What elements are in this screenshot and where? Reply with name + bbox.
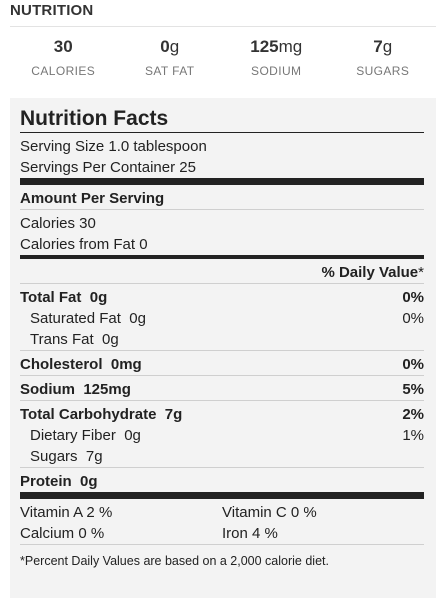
nutrient-pct: 0% — [402, 289, 424, 306]
divider — [20, 209, 424, 210]
nutrient-pct: 0% — [402, 310, 424, 327]
thick-divider — [20, 492, 424, 499]
footnote: *Percent Daily Values are based on a 2,0… — [20, 554, 329, 568]
nutrient-amount: 0g — [101, 331, 119, 348]
row-total-carbohydrate: Total Carbohydrate 7g 2% — [20, 401, 424, 425]
divider — [20, 350, 424, 351]
amount-per-serving: Amount Per Serving — [20, 190, 165, 207]
stat-label: SUGARS — [356, 64, 410, 78]
divider — [20, 544, 424, 545]
row-protein: Protein 0g — [20, 468, 424, 492]
stat-value: 30 — [53, 37, 73, 56]
divider — [20, 283, 424, 284]
stat-value: 7 — [373, 37, 383, 56]
nutrient-pct: 2% — [402, 406, 424, 423]
stat-sodium: 125mg SODIUM — [223, 36, 330, 86]
stat-label: SAT FAT — [145, 64, 195, 78]
nutrient-amount: 0mg — [110, 356, 142, 373]
divider — [20, 400, 424, 401]
nutrient-label: Protein — [20, 473, 72, 490]
iron: Iron 4 % — [222, 525, 278, 542]
serving-size: Serving Size 1.0 tablespoon — [20, 138, 207, 155]
stat-label: CALORIES — [31, 64, 96, 78]
calories-from-fat-line: Calories from Fat 0 — [20, 236, 148, 253]
nutrient-pct: 1% — [402, 427, 424, 444]
stat-value: 0 — [160, 37, 170, 56]
nutrition-facts-label: Nutrition Facts Serving Size 1.0 tablesp… — [20, 106, 424, 571]
divider — [20, 375, 424, 376]
nutrient-label: Dietary Fiber — [30, 427, 116, 444]
row-sugars: Sugars 7g — [20, 446, 424, 467]
nutrient-pct: 0% — [402, 356, 424, 373]
daily-value-text: % Daily Value — [321, 264, 419, 281]
row-cholesterol: Cholesterol 0mg 0% — [20, 351, 424, 375]
nutrient-label: Saturated Fat — [30, 310, 121, 327]
stat-sat-fat: 0g SAT FAT — [117, 36, 224, 86]
nutrient-label: Total Fat — [20, 289, 82, 306]
nutrient-label: Sugars — [30, 448, 78, 465]
nutrient-amount: 7g — [85, 448, 103, 465]
nutrient-amount: 0g — [124, 427, 141, 444]
nutrient-amount: 7g — [164, 406, 183, 423]
nutrient-label: Sodium — [20, 381, 75, 398]
row-sodium: Sodium 125mg 5% — [20, 376, 424, 400]
vitamin-row: Vitamin A 2 % Vitamin C 0 % — [20, 499, 424, 523]
stat-unit: mg — [278, 37, 303, 56]
nutrient-label: Total Carbohydrate — [20, 406, 157, 423]
nutrient-amount: 0g — [129, 310, 146, 327]
daily-value-asterisk: * — [418, 264, 424, 281]
nutrient-pct: 5% — [402, 381, 424, 398]
nutrient-amount: 0g — [89, 289, 108, 306]
row-trans-fat: Trans Fat 0g — [20, 329, 424, 350]
nutrient-label: Cholesterol — [20, 356, 103, 373]
stat-unit: g — [382, 37, 393, 56]
daily-value-header: % Daily Value* — [20, 259, 424, 283]
stat-calories: 30 CALORIES — [10, 36, 117, 86]
stat-sugars: 7g SUGARS — [330, 36, 437, 86]
row-saturated-fat: Saturated Fat 0g 0% — [20, 308, 424, 329]
nutrient-amount: 125mg — [83, 381, 131, 398]
nutrition-section-header: NUTRITION — [10, 0, 436, 27]
row-total-fat: Total Fat 0g 0% — [20, 284, 424, 308]
divider — [20, 132, 424, 133]
thick-divider — [20, 178, 424, 185]
stat-value: 125 — [250, 37, 279, 56]
nutrition-summary: 30 CALORIES 0g SAT FAT 125mg SODIUM 7g S… — [10, 36, 436, 86]
divider — [20, 467, 424, 468]
facts-title: Nutrition Facts — [20, 107, 169, 130]
nutrient-amount: 0g — [80, 473, 98, 490]
calcium: Calcium 0 % — [20, 525, 105, 542]
medium-divider — [20, 255, 424, 259]
vitamin-row: Calcium 0 % Iron 4 % — [20, 523, 424, 544]
row-dietary-fiber: Dietary Fiber 0g 1% — [20, 425, 424, 446]
servings-per-container: Servings Per Container 25 — [20, 159, 196, 176]
calories-line: Calories 30 — [20, 215, 96, 232]
stat-label: SODIUM — [251, 64, 302, 78]
section-title: NUTRITION — [10, 2, 94, 19]
nutrient-label: Trans Fat — [30, 331, 94, 348]
vitamin-c: Vitamin C 0 % — [222, 504, 317, 521]
vitamin-a: Vitamin A 2 % — [20, 504, 113, 521]
nutrition-facts-panel: Nutrition Facts Serving Size 1.0 tablesp… — [10, 98, 436, 598]
stat-unit: g — [169, 37, 180, 56]
